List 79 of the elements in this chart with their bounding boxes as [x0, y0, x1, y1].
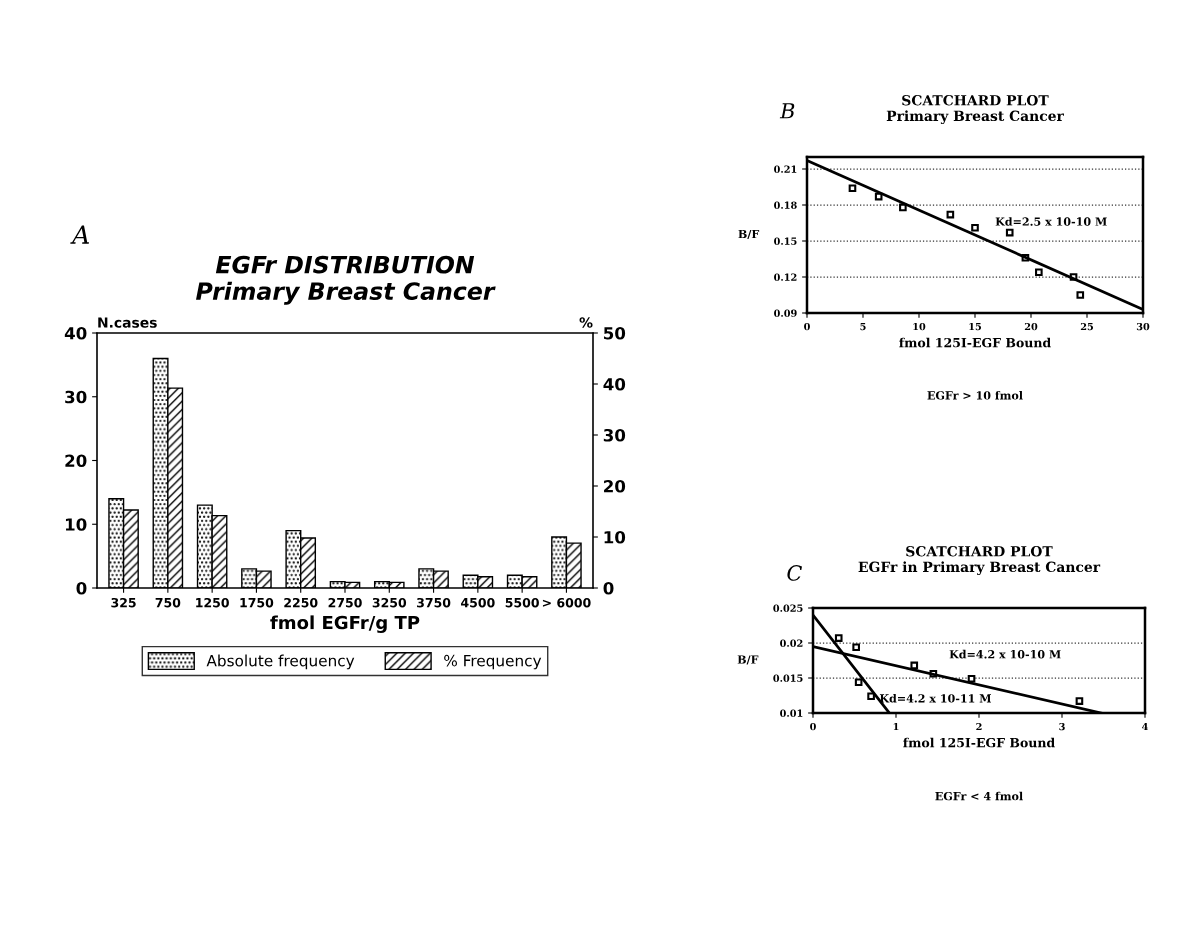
x-tick-label: 325: [111, 597, 136, 608]
chart-subtitle: Primary Breast Cancer: [886, 110, 1064, 124]
x-tick-label: 1750: [240, 597, 274, 608]
x-axis-title: fmol 125I-EGF Bound: [903, 737, 1055, 748]
y-tick-label: 0.15: [774, 237, 797, 245]
y-tick-label: 10: [65, 518, 87, 531]
x-tick-label: 3750: [417, 597, 451, 608]
legend-label: % Frequency: [444, 654, 542, 670]
y2-tick-label: 40: [603, 377, 626, 391]
x-tick-label: 10: [913, 322, 926, 331]
y-tick-label: 0.12: [774, 273, 797, 281]
x-tick-label: 0: [804, 322, 810, 331]
annotation: Kd=2.5 x 10-10 M: [995, 217, 1107, 226]
y-tick-label: 0.015: [773, 674, 803, 682]
x-tick-label: 1250: [196, 597, 229, 608]
x-tick-label: 5500: [505, 597, 539, 608]
point: [834, 634, 843, 642]
x-tick-label: 5: [860, 323, 866, 331]
point: [946, 210, 955, 219]
point: [848, 184, 857, 193]
y-axis-title: B/F: [737, 655, 759, 665]
point: [867, 692, 875, 701]
point: [1035, 268, 1043, 277]
x-axis-title: fmol EGFr/g TP: [270, 615, 420, 633]
chart-subtitle: Primary Breast Cancer: [196, 281, 496, 305]
text: EGFr > 10 fmol: [927, 391, 1023, 400]
x-tick-label: 4: [1142, 722, 1148, 731]
x-axis-title: fmol 125I-EGF Bound: [899, 337, 1051, 348]
y-tick-label: 20: [65, 454, 87, 468]
x-tick-label: 750: [155, 597, 181, 608]
text: A: [70, 225, 89, 244]
text: EGFr < 4 fmol: [935, 791, 1023, 801]
point: [1076, 291, 1085, 299]
x-tick-label: 0: [810, 722, 816, 731]
y-axis-title: B/F: [738, 229, 760, 240]
x-tick-label: 2: [976, 722, 982, 731]
point: [852, 643, 860, 652]
y-tick-label: 40: [64, 326, 87, 340]
point: [971, 223, 979, 232]
chart-title: SCATCHARD PLOT: [906, 546, 1053, 557]
text: B: [779, 103, 795, 119]
x-tick-label: 2750: [328, 597, 362, 608]
y2-tick-label: 50: [604, 326, 626, 340]
point: [1005, 228, 1014, 237]
y-axis-title: N.cases: [98, 317, 157, 328]
x-tick-label: 20: [1024, 322, 1038, 331]
y2-axis-title: %: [579, 317, 593, 328]
x-tick-label: 3250: [372, 597, 407, 608]
annotation: Kd=4.2 x 10-11 M: [879, 693, 992, 703]
y-tick-label: 0.01: [780, 709, 803, 717]
x-tick-label: 15: [969, 322, 982, 331]
x-tick-label: 2250: [284, 597, 318, 608]
chart-title: SCATCHARD PLOT: [902, 95, 1049, 106]
point: [910, 661, 919, 670]
chart-subtitle: EGFr in Primary Breast Cancer: [858, 561, 1101, 575]
y2-tick-label: 10: [604, 530, 626, 544]
legend-label: Absolute frequency: [206, 654, 355, 670]
y-tick-label: 30: [65, 390, 87, 404]
x-tick-label: > 6000: [542, 597, 591, 608]
y-tick-label: 0.02: [780, 639, 803, 647]
annotation: Kd=4.2 x 10-10 M: [949, 649, 1061, 659]
x-tick-label: 1: [893, 722, 899, 731]
y2-tick-label: 0: [603, 581, 614, 595]
y-tick-label: 0.18: [774, 201, 797, 209]
chart-title: EGFr DISTRIBUTION: [215, 255, 475, 274]
y-tick-label: 0: [76, 581, 87, 595]
x-tick-label: 30: [1136, 322, 1150, 331]
x-tick-label: 3: [1059, 722, 1065, 731]
y-tick-label: 0.025: [773, 604, 803, 612]
x-tick-label: 4500: [461, 597, 495, 608]
y-tick-label: 0.09: [774, 309, 797, 317]
y2-tick-label: 20: [604, 479, 626, 493]
text: C: [787, 565, 802, 581]
point: [899, 203, 907, 212]
point: [854, 678, 863, 687]
point: [1075, 697, 1084, 705]
x-tick-label: 25: [1080, 322, 1094, 331]
y-tick-label: 0.21: [774, 165, 797, 173]
y2-tick-label: 30: [603, 428, 626, 442]
